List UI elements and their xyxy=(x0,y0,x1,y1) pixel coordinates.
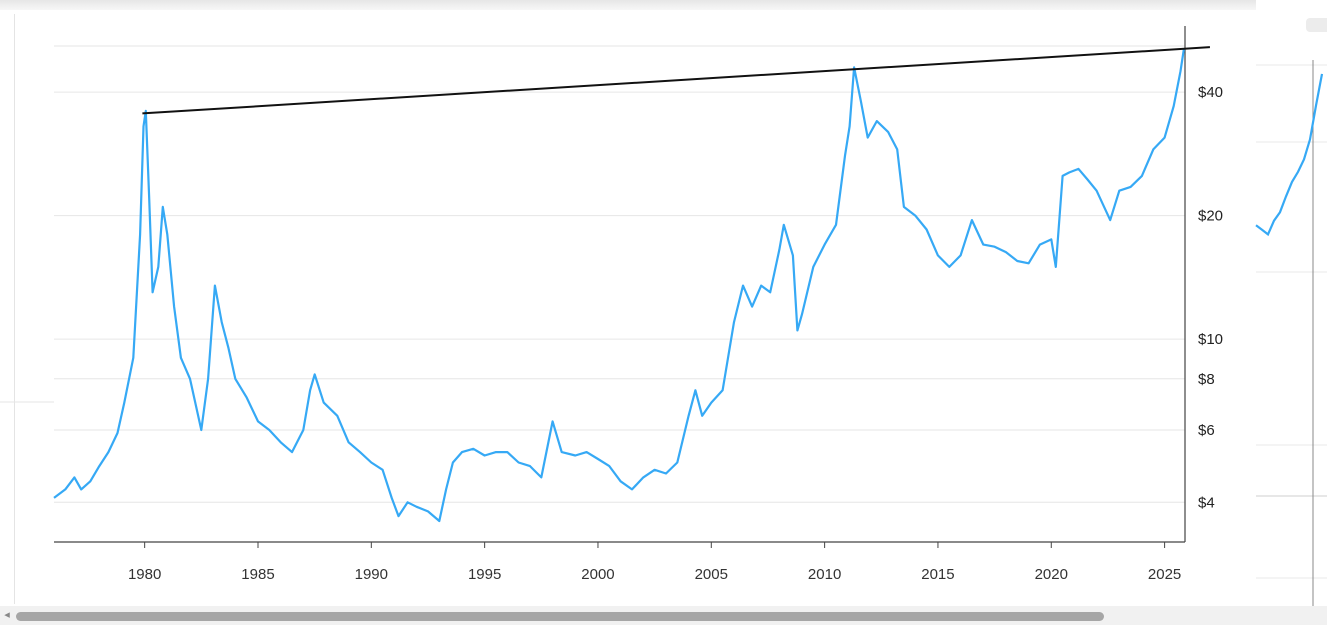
trendline xyxy=(142,46,1210,115)
top-right-tab xyxy=(1306,18,1327,32)
y-tick-label: $20 xyxy=(1198,208,1223,225)
y-tick-label: $4 xyxy=(1198,494,1215,511)
x-tick-label: 1990 xyxy=(355,566,388,583)
side-chart-partial xyxy=(1255,60,1327,606)
y-tick-label: $40 xyxy=(1198,84,1223,101)
top-strip xyxy=(0,0,1256,10)
x-tick-label: 1980 xyxy=(128,566,161,583)
y-tick-label: $8 xyxy=(1198,371,1215,388)
left-divider xyxy=(14,14,15,604)
x-tick-label: 2020 xyxy=(1035,566,1068,583)
x-tick-label: 2000 xyxy=(581,566,614,583)
y-tick-label: $6 xyxy=(1198,422,1215,439)
annotations xyxy=(142,46,1210,115)
axes xyxy=(54,26,1186,543)
grid-lines xyxy=(0,45,1185,503)
side-series-line xyxy=(1255,73,1324,237)
scrollbar-thumb[interactable] xyxy=(16,612,1104,621)
x-axis-ticks: 1980 1985 1990 1995 2000 2005 2010 2015 2020 2025 xyxy=(128,542,1181,583)
x-tick-label: 2015 xyxy=(921,566,954,583)
x-tick-label: 2010 xyxy=(808,566,841,583)
y-tick-label: $10 xyxy=(1198,331,1223,348)
silver-price-chart: 1980 1985 1990 1995 2000 2005 2010 2015 2020 2025… xyxy=(0,26,1327,606)
x-tick-label: 2005 xyxy=(695,566,728,583)
x-tick-label: 1995 xyxy=(468,566,501,583)
x-tick-label: 1985 xyxy=(241,566,274,583)
series-line xyxy=(53,48,1185,523)
series-group xyxy=(53,48,1185,523)
y-axis-ticks: $4 $6 $8 $10 $20 $40 xyxy=(1198,84,1223,511)
scroll-left-arrow[interactable]: ◂ xyxy=(4,609,10,621)
x-tick-label: 2025 xyxy=(1148,566,1181,583)
